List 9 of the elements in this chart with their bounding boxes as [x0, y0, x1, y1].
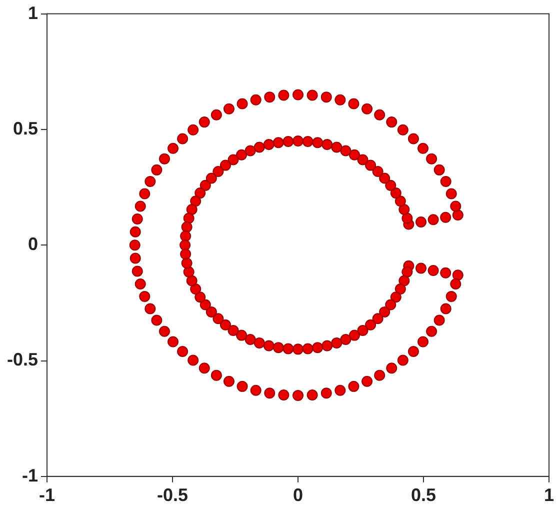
- x-tick-label: -0.5: [156, 485, 188, 506]
- x-tick-label: 1: [544, 485, 554, 506]
- y-tick-label: 0.5: [12, 118, 38, 138]
- y-tick-label: -0.5: [6, 350, 38, 370]
- x-tick-label: 0.5: [410, 485, 436, 506]
- y-tick-label: 1: [28, 2, 38, 23]
- y-tick-label: 0: [28, 234, 38, 254]
- x-tick-label: 0: [293, 485, 304, 506]
- y-tick-label: -1: [22, 465, 38, 486]
